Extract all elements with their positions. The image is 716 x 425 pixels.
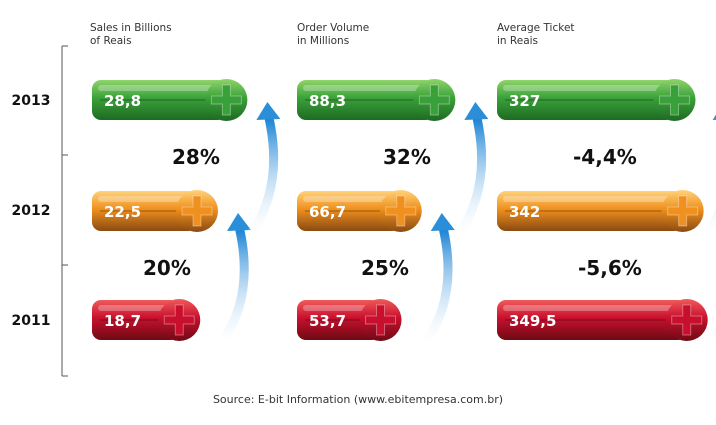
bar-body <box>297 191 401 231</box>
col-header-ticket-line2: in Reais <box>497 35 539 47</box>
bar-highlight <box>503 305 675 311</box>
col-header-ticket-line1: Average Ticket <box>497 22 575 34</box>
bar-body <box>297 300 381 340</box>
bar-end-cross <box>210 84 242 116</box>
col-header-ticket: Average Ticket in Reais <box>497 22 575 48</box>
year-label-2013: 2013 <box>11 93 51 109</box>
bar-1-2012: 66,7 <box>297 190 422 232</box>
change-arrow-1 <box>246 102 281 238</box>
col-header-sales-line1: Sales in Billions <box>90 22 172 34</box>
bar-body <box>497 80 675 120</box>
bar-highlight <box>98 305 168 311</box>
bar-body <box>297 80 435 120</box>
bar-value-label: 18,7 <box>104 312 141 330</box>
bar-2-2012: 342 <box>497 190 704 232</box>
arrow-shaft <box>454 115 487 238</box>
bar-end-cross <box>671 304 703 336</box>
bar-value-label: 28,8 <box>104 92 141 110</box>
arrow-shaft <box>703 208 716 238</box>
change-arrow-0 <box>217 213 251 347</box>
bar-end-cross <box>667 195 699 227</box>
bar-value-label: 66,7 <box>309 203 346 221</box>
arrow-shaft <box>421 226 453 347</box>
change-label-ticket-2012: -5,6% <box>578 256 642 280</box>
source-note: Source: E-bit Information (www.ebitempre… <box>212 393 504 406</box>
bar-end-cross <box>365 304 397 336</box>
bar-body <box>92 80 227 120</box>
arrow-shaft <box>217 226 249 347</box>
bars-layer: 18,7 22,5 28,8 53,7 66,7 88,3 349,5 342 327 <box>92 79 708 341</box>
arrows-layer <box>217 102 716 347</box>
arrow-shaft <box>707 326 716 347</box>
arrow-head <box>256 102 281 120</box>
bar-0-2013: 28,8 <box>92 79 248 121</box>
bar-body <box>497 191 683 231</box>
arrow-head <box>464 102 489 120</box>
bar-0-2012: 22,5 <box>92 190 218 232</box>
bar-highlight <box>303 85 423 91</box>
bar-highlight <box>503 85 663 91</box>
bar-end-cross <box>181 195 213 227</box>
bar-body <box>497 300 687 340</box>
bar-end-cross <box>659 84 691 116</box>
arrow-head <box>712 114 716 120</box>
col-header-sales-line2: of Reais <box>90 35 132 47</box>
bar-highlight <box>98 196 185 202</box>
change-label-orders-2012: 25% <box>361 256 409 280</box>
change-label-ticket-2013: -4,4% <box>573 145 637 169</box>
bar-highlight <box>303 305 369 311</box>
col-header-orders-line1: Order Volume <box>297 22 370 34</box>
bar-end-cross <box>385 195 417 227</box>
change-label-sales-2012: 20% <box>143 256 191 280</box>
bar-2-2013: 327 <box>497 79 696 121</box>
bar-value-label: 22,5 <box>104 203 141 221</box>
arrow-shaft <box>246 115 279 238</box>
bar-2-2011: 349,5 <box>497 299 708 341</box>
year-label-2011: 2011 <box>11 313 51 329</box>
bar-end-cross <box>418 84 450 116</box>
col-header-orders-line2: in Millions <box>297 35 350 47</box>
bar-value-label: 342 <box>509 203 540 221</box>
arrow-head <box>227 213 251 231</box>
col-header-sales: Sales in Billions of Reais <box>90 22 172 48</box>
col-header-orders: Order Volume in Millions <box>297 22 369 48</box>
arrow-head <box>430 213 455 231</box>
bar-1-2013: 88,3 <box>297 79 456 121</box>
change-arrow-5 <box>703 114 716 238</box>
bar-value-label: 53,7 <box>309 312 346 330</box>
change-arrow-3 <box>454 102 489 238</box>
change-arrow-2 <box>421 213 455 347</box>
change-label-orders-2013: 32% <box>383 145 431 169</box>
bar-body <box>92 191 197 231</box>
bar-highlight <box>98 85 215 91</box>
bar-1-2011: 53,7 <box>297 299 402 341</box>
bar-value-label: 349,5 <box>509 312 556 330</box>
bar-value-label: 88,3 <box>309 92 346 110</box>
bar-highlight <box>303 196 389 202</box>
bar-body <box>92 300 180 340</box>
bar-highlight <box>503 196 671 202</box>
year-label-2012: 2012 <box>11 203 51 219</box>
bar-value-label: 327 <box>509 92 540 110</box>
change-label-sales-2013: 28% <box>172 145 220 169</box>
bar-0-2011: 18,7 <box>92 299 201 341</box>
bar-end-cross <box>163 304 195 336</box>
